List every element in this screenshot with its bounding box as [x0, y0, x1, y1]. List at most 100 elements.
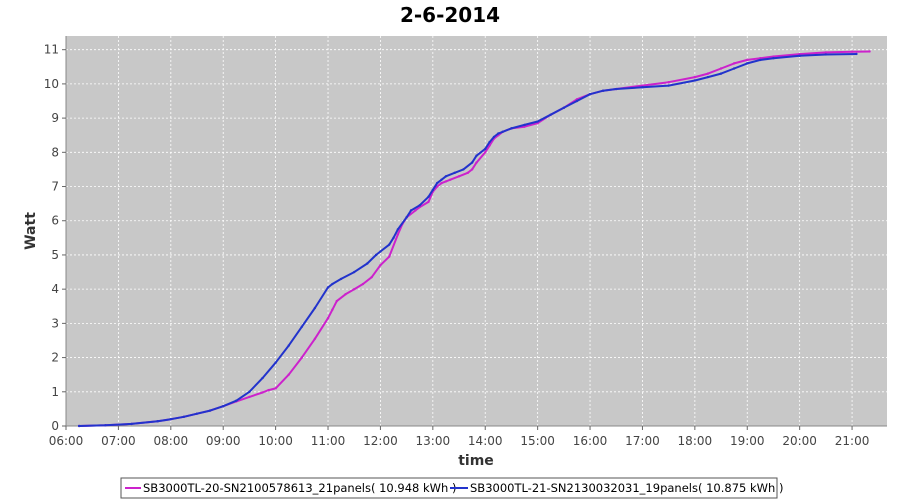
series-2-point [523, 123, 526, 127]
series-2-point [444, 175, 448, 178]
series-2-point [435, 181, 439, 185]
series-2-point [706, 75, 710, 79]
x-tick-label: 13:00 [416, 434, 451, 448]
series-1-point [300, 356, 304, 359]
x-tick-label: 08:00 [154, 434, 189, 448]
series-2-point [719, 72, 723, 75]
series-2-point [488, 140, 491, 144]
series-2-point [746, 62, 749, 65]
series-1-point [427, 200, 430, 204]
series-1-point [335, 299, 338, 303]
grid-lines [65, 36, 887, 427]
series-2-point [601, 89, 605, 92]
x-axis-ticks: 06:00 07:00 08:00 09:00 10:00 11:00 12:00 13:00… [49, 426, 870, 448]
series-1-point [326, 317, 330, 320]
series-1-point [440, 181, 443, 185]
y-tick-label: 3 [51, 316, 59, 330]
y-axis-label: Watt [23, 212, 39, 250]
series-2-point [549, 113, 552, 116]
series-2-point [462, 168, 465, 171]
series-1-point [667, 80, 670, 84]
legend: SB3000TL-20-SN2100578613_21panels( 10.94… [120, 477, 783, 499]
x-tick-label: 07:00 [101, 434, 136, 448]
series-2-point [510, 127, 513, 130]
x-tick-label: 21:00 [835, 434, 870, 448]
series-2-point [182, 415, 186, 418]
series-1-point [719, 67, 723, 70]
series-2-point [396, 228, 400, 231]
x-tick-label: 20:00 [782, 434, 817, 448]
series-2-point [501, 130, 504, 133]
axes [65, 36, 887, 427]
series-1-point [868, 50, 871, 53]
series-2-point [169, 417, 173, 421]
x-tick-label: 16:00 [573, 434, 608, 448]
series-1-point [353, 287, 356, 291]
plot-area [66, 36, 887, 426]
series-2-point [379, 250, 382, 253]
series-2-point [195, 412, 199, 415]
chart-title: 2-6-2014 [400, 3, 500, 27]
series-2-point [615, 87, 618, 91]
series-2-point [235, 399, 238, 402]
series-1-point [732, 62, 736, 65]
series-1-point [261, 391, 264, 394]
legend-label-series-2: SB3000TL-21-SN2130032031_19panels( 10.87… [470, 481, 783, 495]
y-tick-label: 10 [44, 77, 59, 91]
x-tick-label: 10:00 [258, 434, 293, 448]
y-tick-label: 5 [51, 248, 59, 262]
series-1-point [414, 209, 417, 212]
series-layer [77, 50, 871, 428]
y-tick-label: 2 [51, 351, 59, 365]
x-tick-label: 11:00 [311, 434, 346, 448]
series-2-point [732, 67, 736, 70]
series-1-point [641, 84, 644, 87]
series-2-point [339, 277, 343, 281]
series-2-point [453, 171, 456, 175]
series-2-point [313, 306, 317, 310]
series-2-point [497, 132, 500, 135]
series-2-point [248, 390, 251, 393]
series-2-point [440, 178, 443, 181]
series-1-point [387, 255, 391, 258]
series-2-point [562, 106, 566, 110]
series-1-point [824, 51, 828, 54]
series-2-point [759, 58, 762, 62]
legend-box [120, 477, 778, 499]
series-2-point [326, 286, 330, 289]
series-2-point [431, 188, 435, 192]
series-1-point [475, 161, 478, 164]
series-1-point [396, 233, 400, 236]
y-axis-ticks: 0 1 2 3 4 5 6 7 8 9 10 11 [44, 43, 66, 433]
y-tick-label: 1 [51, 385, 59, 399]
series-1-point [772, 55, 775, 58]
series-1-point [470, 168, 474, 171]
y-tick-label: 6 [51, 214, 59, 228]
series-2-point [772, 57, 775, 60]
y-tick-label: 11 [44, 43, 59, 57]
y-tick-label: 9 [51, 111, 59, 125]
series-2-point [405, 216, 408, 219]
series-1-point [287, 373, 290, 376]
series-2-point [693, 79, 697, 82]
x-tick-label: 12:00 [363, 434, 398, 448]
series-2-point [274, 361, 277, 364]
series-2-point [855, 52, 858, 56]
series-2-point [387, 243, 391, 246]
series-1-point [444, 180, 448, 183]
series-1-point [331, 308, 334, 311]
series-1-point [267, 388, 270, 392]
series-2-point [77, 424, 81, 428]
series-2-point [475, 154, 478, 157]
x-axis-label: time [458, 453, 494, 469]
series-1-point [248, 395, 251, 399]
series-2-point [824, 53, 828, 56]
series-2-point [588, 92, 592, 96]
x-tick-label: 17:00 [625, 434, 660, 448]
series-1-point [435, 185, 439, 188]
y-tick-label: 8 [51, 145, 59, 159]
series-1-point [798, 52, 801, 56]
series-1-point [344, 293, 347, 296]
series-2-point [427, 195, 430, 198]
